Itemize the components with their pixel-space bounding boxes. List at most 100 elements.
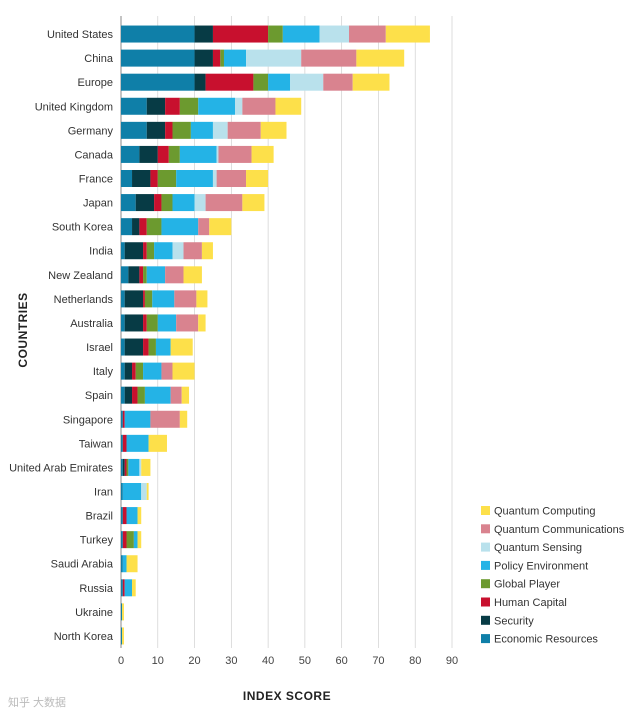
country-label: Spain (85, 390, 113, 402)
x-tick-label: 30 (225, 655, 237, 667)
bar-segment (165, 266, 184, 284)
bar-segment (121, 314, 125, 332)
bar-segment (143, 266, 147, 284)
bar-segment (179, 97, 199, 115)
bar-segment (157, 145, 169, 163)
bar-segment (146, 121, 166, 139)
bar-segment (212, 25, 269, 43)
bar-segment (121, 49, 195, 67)
x-tick-label: 20 (188, 655, 200, 667)
legend-label: Economic Resources (494, 634, 598, 646)
bar-segment (198, 218, 210, 236)
bar-segment (190, 121, 213, 139)
bar-segment (170, 386, 182, 404)
bar-segment (198, 314, 206, 332)
bar-segment (121, 362, 125, 380)
country-label: North Korea (54, 631, 114, 643)
legend-swatch (481, 524, 490, 534)
legend-label: Quantum Computing (494, 506, 596, 518)
bar-segment (196, 290, 208, 308)
grid-lines (120, 16, 453, 648)
bar-segment (132, 170, 151, 187)
bar-segment (172, 362, 195, 380)
bar-segment (161, 194, 173, 212)
bar-segment (139, 145, 158, 163)
bar-segment (194, 73, 206, 91)
x-tick-label: 50 (299, 655, 311, 667)
bar-segment (126, 555, 138, 573)
legend-label: Policy Environment (494, 560, 588, 572)
bar-segment (216, 170, 247, 187)
x-tick-label: 10 (152, 655, 164, 667)
bar-segment (352, 73, 390, 91)
country-label: Brazil (85, 511, 113, 523)
bar-segment (223, 49, 247, 67)
legend-swatch (481, 597, 490, 607)
bar-segment (148, 434, 167, 452)
bar-segment (121, 290, 125, 308)
country-label: Ukraine (75, 607, 113, 619)
country-label: Russia (79, 583, 114, 595)
bar-segment (133, 531, 138, 549)
bar-segment (319, 25, 350, 43)
bar-segment (121, 531, 123, 549)
bar-segment (194, 49, 213, 67)
bar-segment (168, 145, 180, 163)
bar-segment (141, 458, 151, 476)
country-label: South Korea (52, 222, 114, 234)
bar-segment (121, 555, 123, 573)
bar-segment (154, 194, 162, 212)
bar-segment (301, 49, 357, 67)
bar-segment (201, 242, 213, 260)
bar-segment (121, 507, 123, 525)
bar-segment (146, 97, 166, 115)
country-label: Italy (93, 366, 114, 378)
bar-segment (121, 25, 195, 43)
bar-segment (179, 145, 217, 163)
bar-segment (161, 218, 199, 236)
bar-segment (268, 25, 283, 43)
legend-label: Quantum Communications (494, 524, 625, 536)
country-label: United States (47, 29, 114, 41)
bar-segment (154, 242, 173, 260)
bar-segment (121, 170, 133, 187)
bar-segment (139, 218, 147, 236)
bar-segment (146, 242, 155, 260)
bar-segment (121, 386, 125, 404)
bar-segment (152, 290, 175, 308)
bar-segment (121, 579, 123, 597)
bar-segment (205, 194, 243, 212)
bar-segment (122, 483, 142, 500)
bar-segment (143, 290, 145, 308)
country-label: Saudi Arabia (51, 559, 114, 571)
bar-segment (157, 170, 177, 187)
bar-segment (126, 507, 138, 525)
country-label: United Arab Emirates (9, 462, 113, 474)
x-tick-label: 70 (372, 655, 384, 667)
bar-segment (194, 25, 213, 43)
bar-segment (126, 458, 129, 476)
x-tick-label: 80 (409, 655, 421, 667)
bar-segment (150, 170, 158, 187)
bar-segment (143, 242, 147, 260)
bar-segment (121, 603, 123, 621)
bar-segment (122, 579, 125, 597)
legend-swatch (481, 506, 490, 515)
bar-segment (121, 627, 123, 645)
legend-label: Global Player (494, 579, 560, 591)
country-labels: United States China Europe United Kingdom Ge… (9, 29, 114, 643)
bar-segment (121, 194, 136, 212)
bar-segment (209, 218, 232, 236)
bar-segment (143, 314, 147, 332)
bar-segment (148, 338, 156, 356)
country-label: Iran (94, 487, 113, 499)
bar-segment (124, 458, 127, 476)
bar-segment (349, 25, 386, 43)
bar-segment (122, 627, 124, 645)
bar-segment (146, 314, 158, 332)
country-label: Europe (78, 77, 113, 89)
legend-swatch (481, 634, 490, 644)
country-label: Germany (68, 125, 114, 137)
bar-segment (135, 194, 155, 212)
